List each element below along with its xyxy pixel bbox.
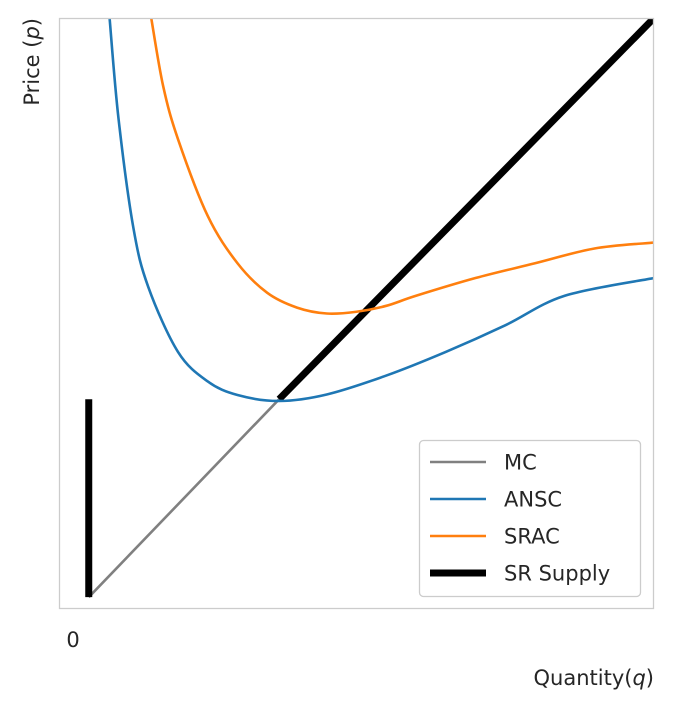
x-axis-label: Quantity(q) [534, 666, 655, 690]
legend-box [418, 439, 642, 598]
legend: MC ANSC SRAC SR Supply [418, 439, 642, 598]
plot-frame [58, 17, 655, 610]
series-layer [85, 18, 654, 599]
x-axis-label-paren-close: ) [646, 666, 654, 690]
x-tick-label-0: 0 [66, 628, 79, 652]
legend-label-ansc: ANSC [504, 488, 562, 512]
legend-label-srac: SRAC [504, 525, 560, 549]
y-axis-label-variable: p [20, 26, 44, 40]
legend-label-mc: MC [504, 451, 537, 475]
x-axis-label-paren-open: ( [624, 666, 632, 690]
x-axis-label-text: Quantity [534, 666, 625, 690]
y-axis-label: Price (p) [20, 18, 44, 106]
y-axis-label-paren-close: ) [20, 18, 44, 26]
y-axis-label-text: Price [20, 54, 44, 105]
y-axis-label-paren-open: ( [20, 40, 44, 55]
x-axis-label-variable: q [632, 666, 645, 690]
series-line-srac [149, 18, 654, 315]
legend-label-sr-supply: SR Supply [504, 562, 610, 586]
series-line-ansc [108, 18, 654, 403]
series-line-sr-supply-segment-1 [276, 18, 654, 402]
